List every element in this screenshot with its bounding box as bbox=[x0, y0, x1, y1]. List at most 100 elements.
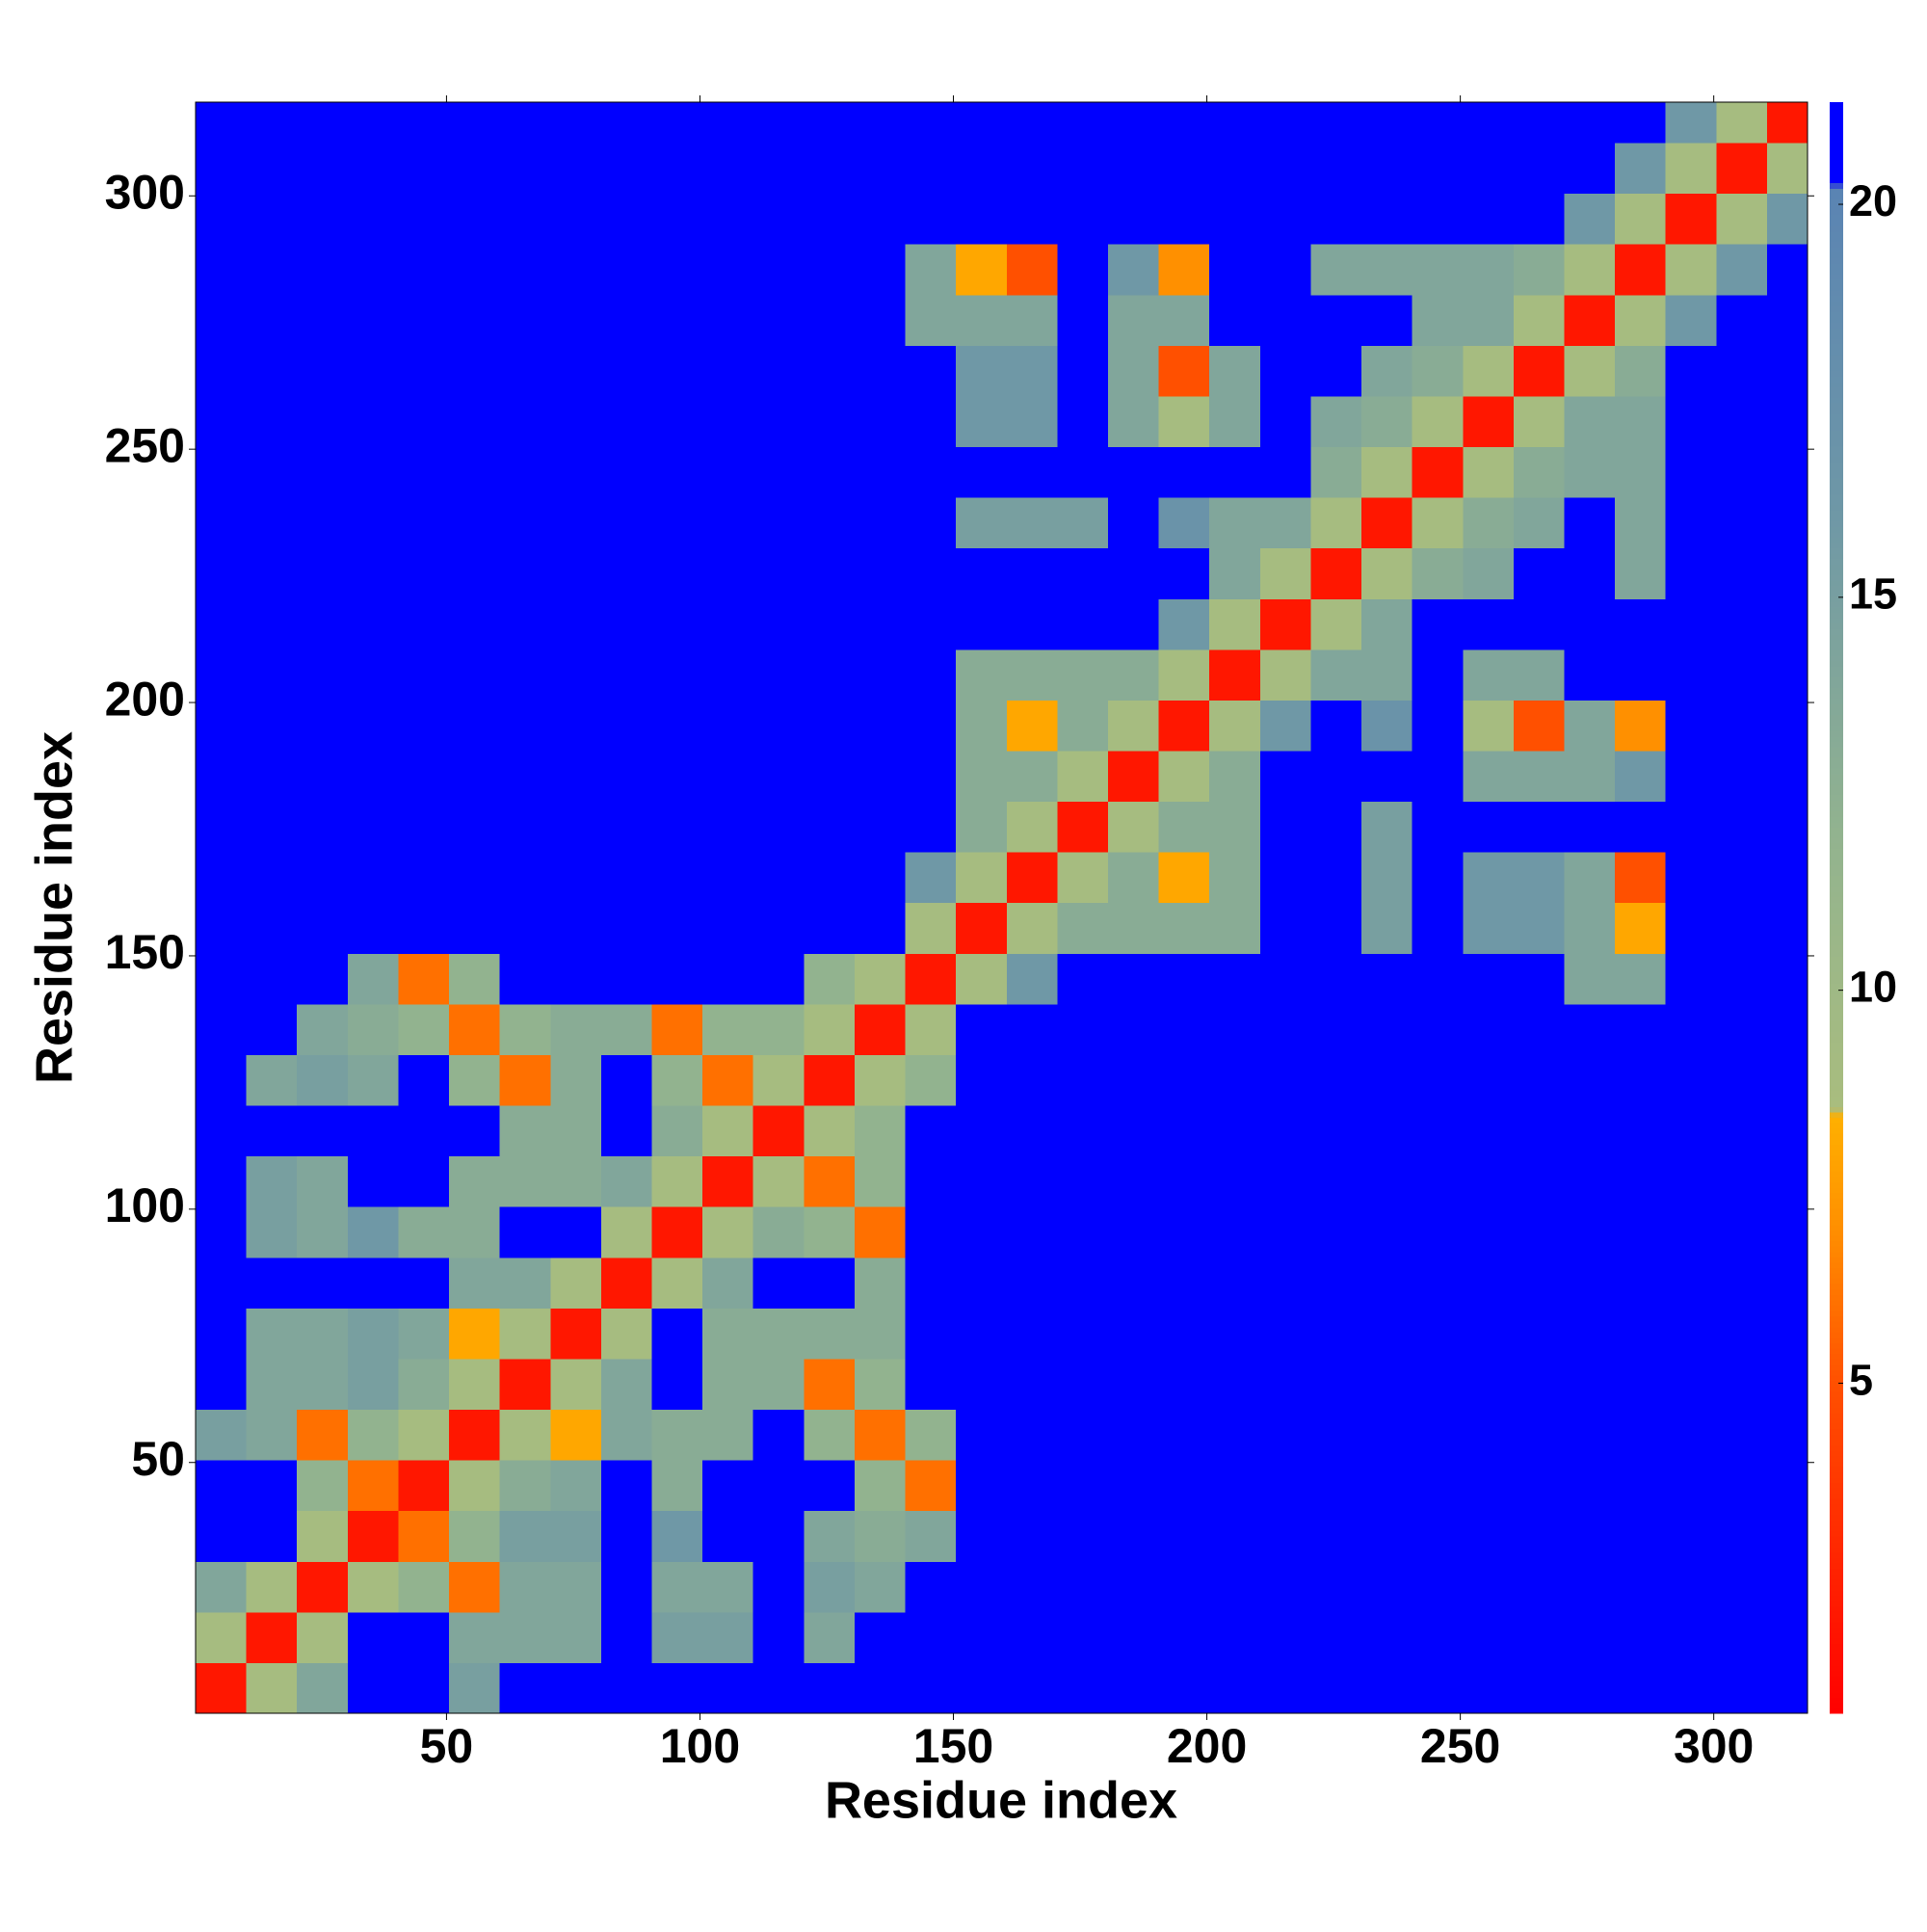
heatmap bbox=[196, 102, 1808, 1714]
heatmap-cell bbox=[449, 1662, 501, 1714]
colorbar-slice bbox=[1830, 1332, 1843, 1338]
heatmap-cell bbox=[702, 1105, 754, 1157]
heatmap-cell bbox=[956, 102, 1008, 144]
heatmap-cell bbox=[550, 497, 602, 549]
heatmap-cell bbox=[347, 852, 399, 904]
heatmap-cell bbox=[804, 395, 856, 448]
heatmap-cell bbox=[1259, 1257, 1311, 1309]
heatmap-cell bbox=[1107, 102, 1160, 144]
heatmap-cell bbox=[1463, 1662, 1515, 1714]
heatmap-cell bbox=[702, 902, 754, 954]
heatmap-cell bbox=[1412, 1155, 1464, 1207]
heatmap-cell bbox=[246, 1105, 298, 1157]
colorbar-slice bbox=[1830, 435, 1843, 441]
heatmap-cell bbox=[1665, 700, 1717, 752]
heatmap-cell bbox=[1209, 193, 1261, 245]
heatmap-cell bbox=[1259, 1561, 1311, 1613]
heatmap-cell bbox=[398, 497, 450, 549]
heatmap-cell bbox=[651, 244, 703, 296]
heatmap-cell bbox=[1209, 852, 1261, 904]
heatmap-cell bbox=[956, 1460, 1008, 1512]
colorbar-slice bbox=[1830, 843, 1843, 850]
heatmap-cell bbox=[905, 1510, 957, 1562]
colorbar-slice bbox=[1830, 1584, 1843, 1591]
heatmap-cell bbox=[1716, 193, 1768, 245]
colorbar-slice bbox=[1830, 591, 1843, 597]
heatmap-cell bbox=[499, 547, 551, 599]
colorbar-slice bbox=[1830, 1386, 1843, 1392]
heatmap-cell bbox=[1615, 801, 1667, 853]
heatmap-cell bbox=[600, 902, 652, 954]
heatmap-cell bbox=[905, 1003, 957, 1055]
heatmap-cell bbox=[702, 700, 754, 752]
colorbar-slice bbox=[1830, 1659, 1843, 1666]
heatmap-cell bbox=[1310, 852, 1362, 904]
heatmap-cell bbox=[600, 244, 652, 296]
colorbar-slice bbox=[1830, 531, 1843, 539]
heatmap-cell bbox=[1665, 1358, 1717, 1411]
colorbar-slice bbox=[1830, 1052, 1843, 1059]
heatmap-cell bbox=[600, 751, 652, 803]
heatmap-cell bbox=[550, 1003, 602, 1055]
heatmap-cell bbox=[905, 1611, 957, 1663]
colorbar-slice bbox=[1830, 1246, 1843, 1253]
heatmap-cell bbox=[246, 852, 298, 904]
heatmap-cell bbox=[1259, 193, 1311, 245]
heatmap-cell bbox=[550, 102, 602, 144]
heatmap-cell bbox=[600, 1257, 652, 1309]
heatmap-cell bbox=[702, 1206, 754, 1258]
colorbar-slice bbox=[1830, 301, 1843, 307]
heatmap-cell bbox=[449, 102, 501, 144]
colorbar-slice bbox=[1830, 1015, 1843, 1021]
heatmap-cell bbox=[1665, 751, 1717, 803]
heatmap-cell bbox=[1310, 751, 1362, 803]
colorbar-slice bbox=[1830, 1219, 1843, 1226]
heatmap-cell bbox=[956, 902, 1008, 954]
heatmap-cell bbox=[905, 1054, 957, 1106]
heatmap-cell bbox=[956, 143, 1008, 195]
heatmap-cell bbox=[1716, 751, 1768, 803]
heatmap-cell bbox=[804, 1409, 856, 1461]
colorbar-slice bbox=[1830, 574, 1843, 581]
heatmap-cell bbox=[600, 1155, 652, 1207]
colorbar-slice bbox=[1830, 676, 1843, 683]
heatmap-cell bbox=[398, 1054, 450, 1106]
colorbar-slice bbox=[1830, 698, 1843, 704]
heatmap-cell bbox=[905, 852, 957, 904]
heatmap-cell bbox=[1513, 1409, 1565, 1461]
heatmap-cell bbox=[1259, 1206, 1311, 1258]
heatmap-cell bbox=[246, 1460, 298, 1512]
heatmap-cell bbox=[1006, 294, 1058, 346]
heatmap-cell bbox=[297, 1308, 349, 1360]
heatmap-cell bbox=[1006, 1257, 1058, 1309]
colorbar-slice bbox=[1830, 413, 1843, 420]
heatmap-cell bbox=[1006, 1155, 1058, 1207]
heatmap-cell bbox=[297, 598, 349, 650]
heatmap-cell bbox=[1564, 953, 1616, 1005]
heatmap-cell bbox=[499, 294, 551, 346]
heatmap-cell bbox=[1766, 1054, 1808, 1106]
heatmap-cell bbox=[196, 1460, 248, 1512]
heatmap-cell bbox=[499, 751, 551, 803]
heatmap-cell bbox=[246, 902, 298, 954]
colorbar-slice bbox=[1830, 908, 1843, 914]
heatmap-cell bbox=[1513, 294, 1565, 346]
colorbar-slice bbox=[1830, 1272, 1843, 1280]
heatmap-cell bbox=[1716, 1611, 1768, 1663]
heatmap-cell bbox=[1006, 1409, 1058, 1461]
colorbar-slice bbox=[1830, 1348, 1843, 1355]
colorbar-slice bbox=[1830, 595, 1843, 602]
heatmap-cell bbox=[347, 1308, 399, 1360]
colorbar-slice bbox=[1830, 1261, 1843, 1269]
heatmap-cell bbox=[1006, 244, 1058, 296]
heatmap-cell bbox=[651, 1105, 703, 1157]
heatmap-cell bbox=[1209, 345, 1261, 397]
heatmap-cell bbox=[246, 1003, 298, 1055]
heatmap-cell bbox=[246, 751, 298, 803]
heatmap-cell bbox=[1361, 1105, 1413, 1157]
heatmap-cell bbox=[550, 1460, 602, 1512]
colorbar-slice bbox=[1830, 983, 1843, 990]
colorbar-slice bbox=[1830, 1574, 1843, 1580]
heatmap-cell bbox=[1463, 1308, 1515, 1360]
heatmap-cell bbox=[1057, 852, 1109, 904]
